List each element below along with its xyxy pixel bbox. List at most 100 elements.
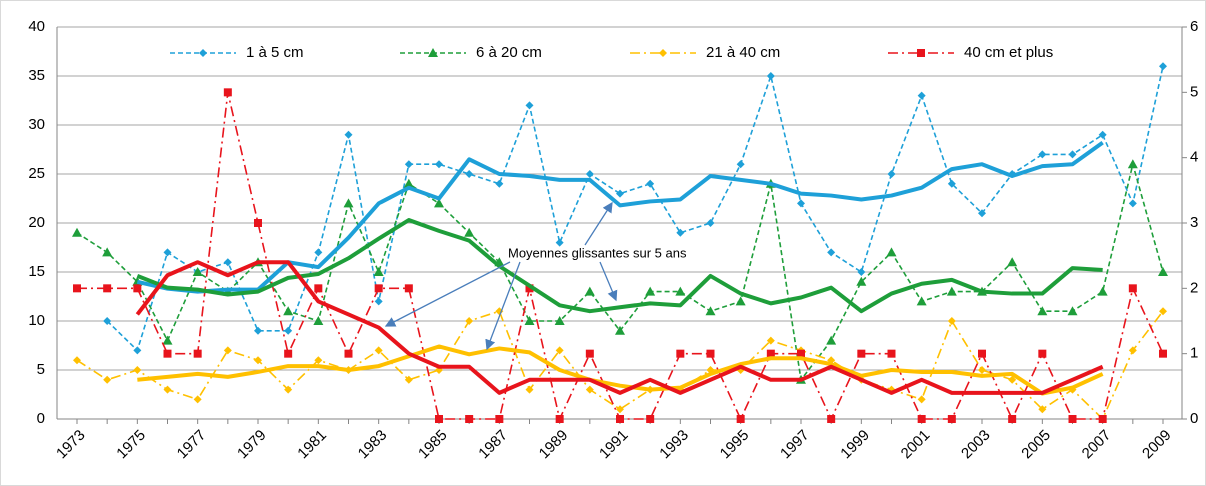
point [525, 284, 534, 293]
point [163, 349, 172, 358]
y-tick-label: 10 [28, 312, 45, 329]
legend-label: 40 cm et plus [964, 44, 1053, 61]
y-tick-label: 20 [28, 214, 45, 231]
point [1128, 284, 1137, 293]
point [676, 228, 685, 237]
point [223, 346, 232, 355]
point [1038, 150, 1047, 159]
y-tick-label: 0 [37, 410, 45, 427]
legend-label: 1 à 5 cm [246, 44, 304, 61]
point [133, 346, 142, 355]
point [554, 316, 565, 325]
point [163, 248, 172, 257]
point [736, 160, 745, 169]
plot-area [72, 62, 1168, 423]
point [706, 349, 715, 358]
y2-tick-label: 5 [1190, 83, 1198, 100]
point [766, 349, 775, 358]
point [193, 395, 202, 404]
point [797, 349, 805, 358]
legend-label: 21 à 40 cm [706, 44, 780, 61]
point [404, 375, 413, 384]
point [736, 415, 745, 423]
point [223, 258, 232, 267]
point [1159, 349, 1167, 358]
point [314, 356, 323, 365]
point [102, 247, 113, 257]
point [1008, 375, 1017, 384]
point [73, 284, 81, 293]
y-tick-label: 40 [28, 18, 45, 35]
point [73, 356, 81, 365]
point [857, 349, 866, 358]
point [374, 346, 383, 355]
point [133, 366, 142, 374]
point [917, 91, 926, 100]
point [826, 335, 837, 345]
legend-label: 6 à 20 cm [476, 44, 542, 61]
point [1068, 415, 1077, 423]
point [524, 316, 535, 325]
point [254, 356, 262, 365]
point [254, 219, 262, 227]
point [192, 267, 203, 276]
legend: 1 à 5 cm 6 à 20 cm 21 à 40 cm 40 cm et plus [170, 44, 1053, 61]
point [616, 189, 624, 198]
y2-tick-label: 1 [1190, 345, 1198, 362]
point [314, 284, 323, 293]
legend-marker [428, 48, 438, 57]
point [344, 349, 353, 358]
point [886, 247, 897, 257]
point [615, 325, 625, 335]
y-tick-label: 25 [28, 165, 45, 182]
point [404, 284, 413, 293]
y-tick-label: 15 [28, 263, 45, 280]
point [978, 349, 986, 358]
point [887, 349, 896, 358]
point [103, 375, 112, 384]
point [254, 326, 262, 335]
point [163, 385, 172, 394]
point [495, 415, 504, 423]
annotation-arrows [384, 201, 618, 351]
y2-tick-label: 6 [1190, 18, 1198, 35]
point [1159, 307, 1167, 316]
point [313, 316, 324, 325]
point [1128, 346, 1137, 355]
point [857, 268, 866, 276]
point [917, 415, 926, 423]
point [978, 366, 986, 374]
point [1067, 306, 1078, 316]
legend-marker [917, 49, 925, 57]
point [978, 209, 986, 218]
point [887, 170, 896, 178]
point [103, 317, 112, 325]
y2-tick-label: 4 [1190, 149, 1198, 166]
point [464, 227, 475, 237]
legend-marker [199, 49, 207, 57]
point [103, 284, 112, 293]
point [1158, 267, 1168, 276]
point [72, 227, 82, 237]
moving-average-line [135, 260, 1104, 395]
point [616, 405, 624, 414]
point [827, 415, 836, 423]
point [766, 72, 775, 80]
annotation: Moyennes glissantes sur 5 ans [508, 245, 687, 260]
point [585, 385, 594, 394]
point [435, 415, 443, 423]
point [465, 317, 474, 325]
point [616, 415, 624, 423]
point [1037, 306, 1048, 316]
point [314, 248, 323, 257]
point [1098, 415, 1107, 423]
point [645, 286, 656, 296]
legend-marker [659, 49, 667, 57]
y-tick-label: 35 [28, 67, 45, 84]
point [404, 160, 413, 169]
point [584, 286, 595, 296]
point [284, 385, 293, 394]
point [284, 326, 293, 335]
point [946, 286, 957, 296]
